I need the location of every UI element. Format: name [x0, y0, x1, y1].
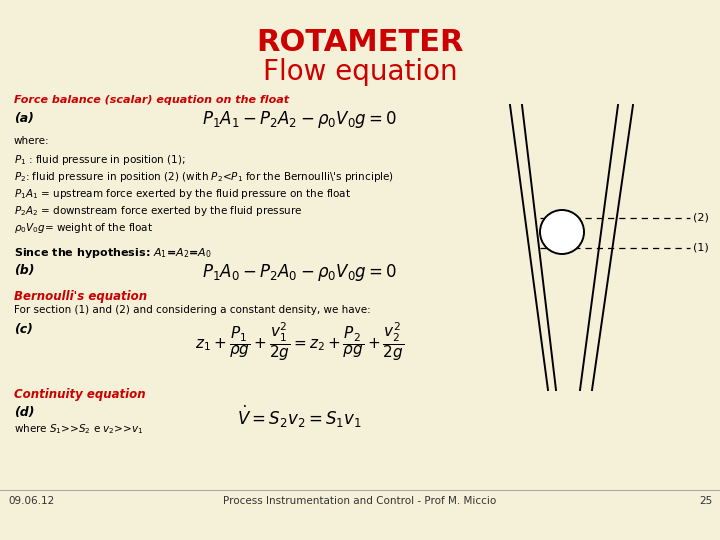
Text: where:: where:: [14, 136, 50, 146]
Text: (c): (c): [14, 323, 33, 336]
Text: (b): (b): [14, 264, 35, 277]
Text: ROTAMETER: ROTAMETER: [256, 28, 464, 57]
Text: $P_1A_0 - P_2A_0 - \rho_0V_0g = 0$: $P_1A_0 - P_2A_0 - \rho_0V_0g = 0$: [202, 262, 397, 283]
Text: (d): (d): [14, 406, 35, 419]
Text: $P_2$: fluid pressure in position (2) (with $P_2$<$P_1$ for the Bernoulli\'s pri: $P_2$: fluid pressure in position (2) (w…: [14, 170, 394, 184]
Text: Bernoulli's equation: Bernoulli's equation: [14, 290, 147, 303]
Text: 25: 25: [698, 496, 712, 506]
Text: (1): (1): [693, 243, 708, 253]
Text: $z_1 + \dfrac{P_1}{\rho g} + \dfrac{v_1^2}{2g} = z_2 + \dfrac{P_2}{\rho g} + \df: $z_1 + \dfrac{P_1}{\rho g} + \dfrac{v_1^…: [195, 320, 405, 363]
Text: $P_1A_1 - P_2A_2 - \rho_0V_0g = 0$: $P_1A_1 - P_2A_2 - \rho_0V_0g = 0$: [202, 109, 397, 130]
Text: Flow equation: Flow equation: [263, 58, 457, 86]
Text: (a): (a): [14, 112, 34, 125]
Text: Process Instrumentation and Control - Prof M. Miccio: Process Instrumentation and Control - Pr…: [223, 496, 497, 506]
Text: Continuity equation: Continuity equation: [14, 388, 145, 401]
Text: Since the hypothesis: $A_1$=$A_2$=$A_0$: Since the hypothesis: $A_1$=$A_2$=$A_0$: [14, 246, 212, 260]
Text: (2): (2): [693, 213, 709, 223]
Text: $P_1$ : fluid pressure in position (1);: $P_1$ : fluid pressure in position (1);: [14, 153, 186, 167]
Text: where $S_1$>>$S_2$ e $v_2$>>$v_1$: where $S_1$>>$S_2$ e $v_2$>>$v_1$: [14, 422, 143, 436]
Text: $\dot{V} = S_2 v_2 = S_1 v_1$: $\dot{V} = S_2 v_2 = S_1 v_1$: [238, 404, 363, 430]
Text: $P_2A_2$ = downstream force exerted by the fluid pressure: $P_2A_2$ = downstream force exerted by t…: [14, 204, 302, 218]
Text: $\rho_0V_0g$= weight of the float: $\rho_0V_0g$= weight of the float: [14, 221, 153, 235]
Text: For section (1) and (2) and considering a constant density, we have:: For section (1) and (2) and considering …: [14, 305, 371, 315]
Text: Force balance (scalar) equation on the float: Force balance (scalar) equation on the f…: [14, 95, 289, 105]
Circle shape: [540, 210, 584, 254]
Text: 09.06.12: 09.06.12: [8, 496, 54, 506]
Text: $P_1A_1$ = upstream force exerted by the fluid pressure on the float: $P_1A_1$ = upstream force exerted by the…: [14, 187, 351, 201]
